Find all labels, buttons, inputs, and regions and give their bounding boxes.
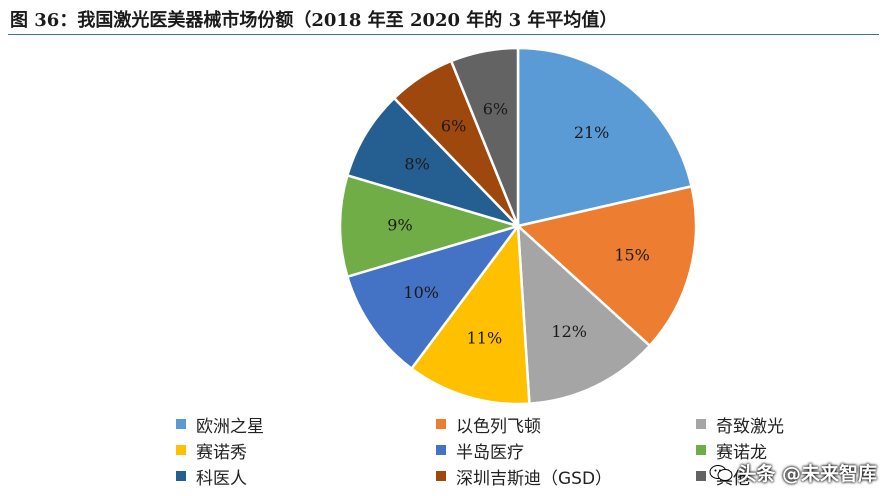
title-divider (8, 34, 879, 35)
legend-swatch (176, 471, 186, 481)
watermark: 头条 @未来智库 (709, 459, 877, 486)
data-label-5: 10% (403, 283, 439, 302)
data-label-6: 9% (387, 216, 412, 235)
pie-slice-3 (516, 222, 652, 405)
legend-swatch (696, 471, 706, 481)
legend-label: 以色列飞顿 (456, 416, 541, 437)
legend-item-7: 科医人 (176, 465, 247, 489)
legend-label: 赛诺龙 (716, 442, 767, 463)
legend-swatch (176, 419, 186, 429)
legend-label: 奇致激光 (716, 416, 784, 437)
legend-item-1: 欧洲之星 (176, 413, 264, 437)
data-label-1: 21% (574, 123, 610, 142)
data-label-9: 6% (483, 100, 508, 119)
data-label-2: 15% (614, 245, 650, 264)
legend-item-5: 半岛医疗 (436, 439, 524, 463)
pie-slice-4 (409, 222, 531, 406)
data-label-3: 12% (551, 322, 587, 341)
pie-slice-6 (338, 173, 523, 279)
legend-item-8: 深圳吉斯迪（GSD） (436, 465, 613, 489)
pie-slice-7 (345, 96, 523, 229)
pie-data-labels: 21% 15% 12% 11% 10% 9% 8% 6% 6% (387, 100, 650, 348)
data-label-4: 11% (467, 329, 503, 348)
legend-item-6: 赛诺龙 (696, 439, 767, 463)
legend-swatch (436, 471, 446, 481)
data-label-7: 8% (404, 154, 429, 173)
pie-slice-1 (516, 46, 694, 228)
legend-label: 半岛医疗 (456, 442, 524, 463)
legend-swatch (176, 445, 186, 455)
legend-item-4: 赛诺秀 (176, 439, 247, 463)
wechat-logo-icon (709, 464, 733, 481)
legend-label: 深圳吉斯迪（GSD） (456, 468, 613, 489)
pie-slices (338, 46, 698, 406)
legend-label: 欧洲之星 (196, 416, 264, 437)
legend-item-3: 奇致激光 (696, 413, 784, 437)
figure-title: 图 36：我国激光医美器械市场份额（2018 年至 2020 年的 3 年平均值… (10, 10, 618, 31)
legend-label: 科医人 (196, 468, 247, 489)
watermark-text: 头条 @未来智库 (737, 463, 877, 485)
legend-swatch (696, 419, 706, 429)
pie-slice-9 (449, 46, 520, 227)
pie-slice-5 (345, 223, 522, 371)
legend-swatch (436, 445, 446, 455)
data-label-8: 6% (441, 117, 466, 136)
legend-item-2: 以色列飞顿 (436, 413, 541, 437)
legend-swatch (696, 445, 706, 455)
pie-slice-2 (515, 184, 698, 348)
legend-label: 赛诺秀 (196, 442, 247, 463)
legend-swatch (436, 419, 446, 429)
